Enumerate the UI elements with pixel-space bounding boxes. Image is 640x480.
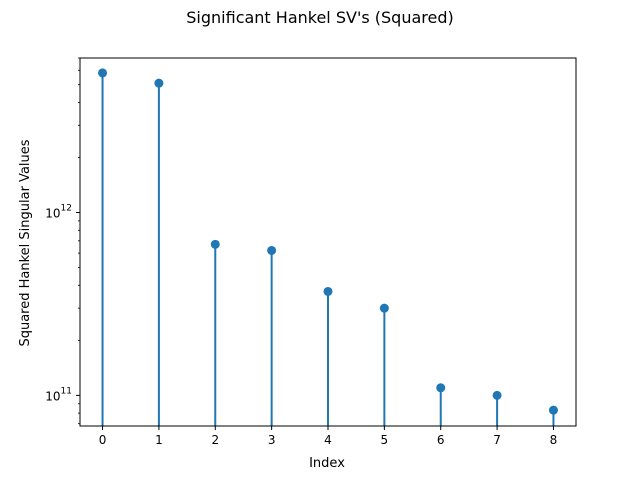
stem-marker bbox=[210, 239, 220, 249]
x-tick-label: 8 bbox=[550, 433, 558, 447]
stem-marker bbox=[436, 383, 446, 393]
x-tick-label: 4 bbox=[324, 433, 332, 447]
x-tick-label: 2 bbox=[211, 433, 219, 447]
stem-marker bbox=[323, 286, 333, 296]
x-tick-label: 1 bbox=[155, 433, 163, 447]
stem-marker bbox=[98, 68, 108, 78]
y-tick-label: 1012 bbox=[45, 204, 72, 221]
chart-title: Significant Hankel SV's (Squared) bbox=[186, 8, 453, 27]
stem-marker bbox=[267, 245, 277, 255]
x-tick-label: 3 bbox=[268, 433, 276, 447]
stem-marker bbox=[492, 390, 502, 400]
stem-marker bbox=[379, 303, 389, 313]
y-axis-label: Squared Hankel Singular Values bbox=[18, 139, 33, 346]
x-tick-label: 6 bbox=[437, 433, 445, 447]
stem-series bbox=[98, 68, 558, 426]
y-tick-exponent: 11 bbox=[61, 386, 72, 396]
x-tick-label: 0 bbox=[99, 433, 107, 447]
x-axis-label: Index bbox=[309, 456, 345, 471]
y-tick-label: 1011 bbox=[45, 386, 72, 403]
y-tick-base: 10 bbox=[45, 207, 60, 221]
x-tick-label: 7 bbox=[493, 433, 501, 447]
stem-marker bbox=[548, 405, 558, 415]
y-tick-base: 10 bbox=[45, 389, 60, 403]
plot-frame bbox=[79, 57, 577, 427]
x-tick-label: 5 bbox=[381, 433, 389, 447]
stem-marker bbox=[154, 78, 164, 88]
y-tick-exponent: 12 bbox=[61, 204, 72, 214]
